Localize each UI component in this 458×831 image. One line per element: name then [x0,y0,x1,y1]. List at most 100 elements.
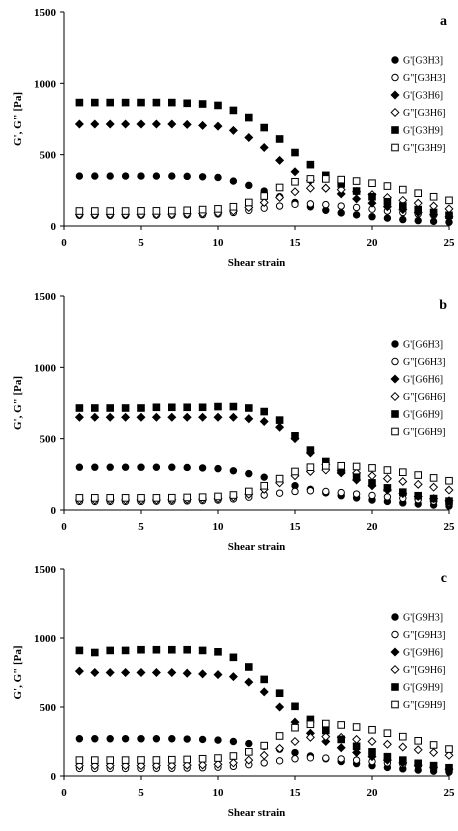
data-point [352,490,361,498]
data-point [229,752,238,760]
data-point [414,216,422,225]
data-point [336,185,346,195]
legend-label: G'[G6H9] [403,410,443,421]
legend-marker [390,391,400,402]
data-point [74,119,84,129]
legend: G'[G9H3] G"[G9H3] G'[G9H6] G"[G9H6] G'[G9H9]… [387,609,449,712]
data-point [414,737,422,745]
series-G"[G6H9] [75,461,453,502]
legend-label: G'[G6H3] [403,340,443,351]
legend-bg [387,139,449,155]
data-point [75,494,84,502]
data-point [106,98,115,107]
data-point [337,488,345,497]
data-point [198,493,207,501]
data-point [290,187,300,197]
legend-label: G"[G6H9] [403,427,445,438]
legend-label: G"[G3H6] [403,108,445,119]
data-point [106,756,115,764]
data-point [121,119,131,129]
data-point [168,463,176,471]
legend-bg [387,52,449,67]
data-point [259,143,269,153]
legend-label: G"[G6H3] [403,357,445,368]
data-point [291,723,299,732]
data-point [137,494,145,502]
data-point [229,177,238,185]
series-G"[G3H9] [75,175,453,215]
data-point [152,756,161,764]
data-point [368,491,376,500]
legend: G'[G6H3] G"[G6H3] G'[G6H6] G"[G6H6] G'[G6H9]… [387,336,449,439]
data-point [121,735,130,743]
series-G'[G6H9] [75,402,453,505]
data-point [429,208,438,217]
legend-marker [391,340,399,348]
data-point [228,412,238,422]
data-point [105,412,115,422]
data-point [260,741,268,750]
series-G'[G9H9] [75,645,453,772]
data-point [214,464,222,473]
legend-bg [387,336,449,351]
data-point [75,463,84,471]
data-point [105,667,115,678]
x-tick-label: 20 [367,521,379,533]
data-point [183,403,191,412]
y-tick-label: 0 [51,771,57,783]
data-point [383,484,392,492]
data-point [214,101,222,110]
y-tick-label: 0 [51,505,57,517]
data-point [245,181,253,190]
legend-marker [390,647,400,657]
legend-bg [387,371,449,386]
data-point [352,187,361,195]
panel-letter: b [439,298,447,313]
data-point [306,200,315,208]
data-point [168,493,176,502]
data-point [352,734,362,744]
data-point [444,485,454,495]
data-point [136,119,146,129]
data-point [414,759,422,768]
data-point [399,488,407,496]
data-point [306,175,315,183]
data-point [91,404,99,412]
data-point [214,402,222,411]
legend-label: G'[G9H6] [403,648,443,659]
data-point [198,100,207,108]
chart-panel-a: 0 500 1000 1500 0 5 10 15 20 25 Shear strain G', G"… [12,7,455,269]
legend-label: G"[G6H6] [403,392,445,403]
legend-bg [387,87,449,102]
data-point [152,494,161,502]
data-point [121,494,130,502]
data-point [322,487,330,496]
legend-marker [390,374,400,384]
data-point [352,748,362,758]
data-point [245,404,253,412]
data-point [168,403,176,412]
data-point [244,133,254,143]
data-point [183,463,191,472]
data-point [306,754,315,762]
data-point [214,205,222,213]
data-point [106,463,114,471]
y-tick-label: 500 [40,434,57,446]
data-point [151,667,161,678]
data-point [445,196,453,205]
data-point [429,482,439,492]
series-G'[G3H9] [75,98,453,220]
data-point [168,735,176,743]
data-point [105,119,115,129]
legend-label: G'[G3H9] [403,126,443,137]
legend-label: G'[G6H6] [403,375,443,386]
data-point [198,760,208,770]
data-point [214,173,222,182]
data-point [321,183,331,193]
legend-label: G'[G3H3] [403,56,443,67]
data-point [306,720,315,729]
data-point [91,494,99,502]
legend-marker [390,90,400,100]
data-point [291,755,299,763]
data-point [306,487,315,495]
